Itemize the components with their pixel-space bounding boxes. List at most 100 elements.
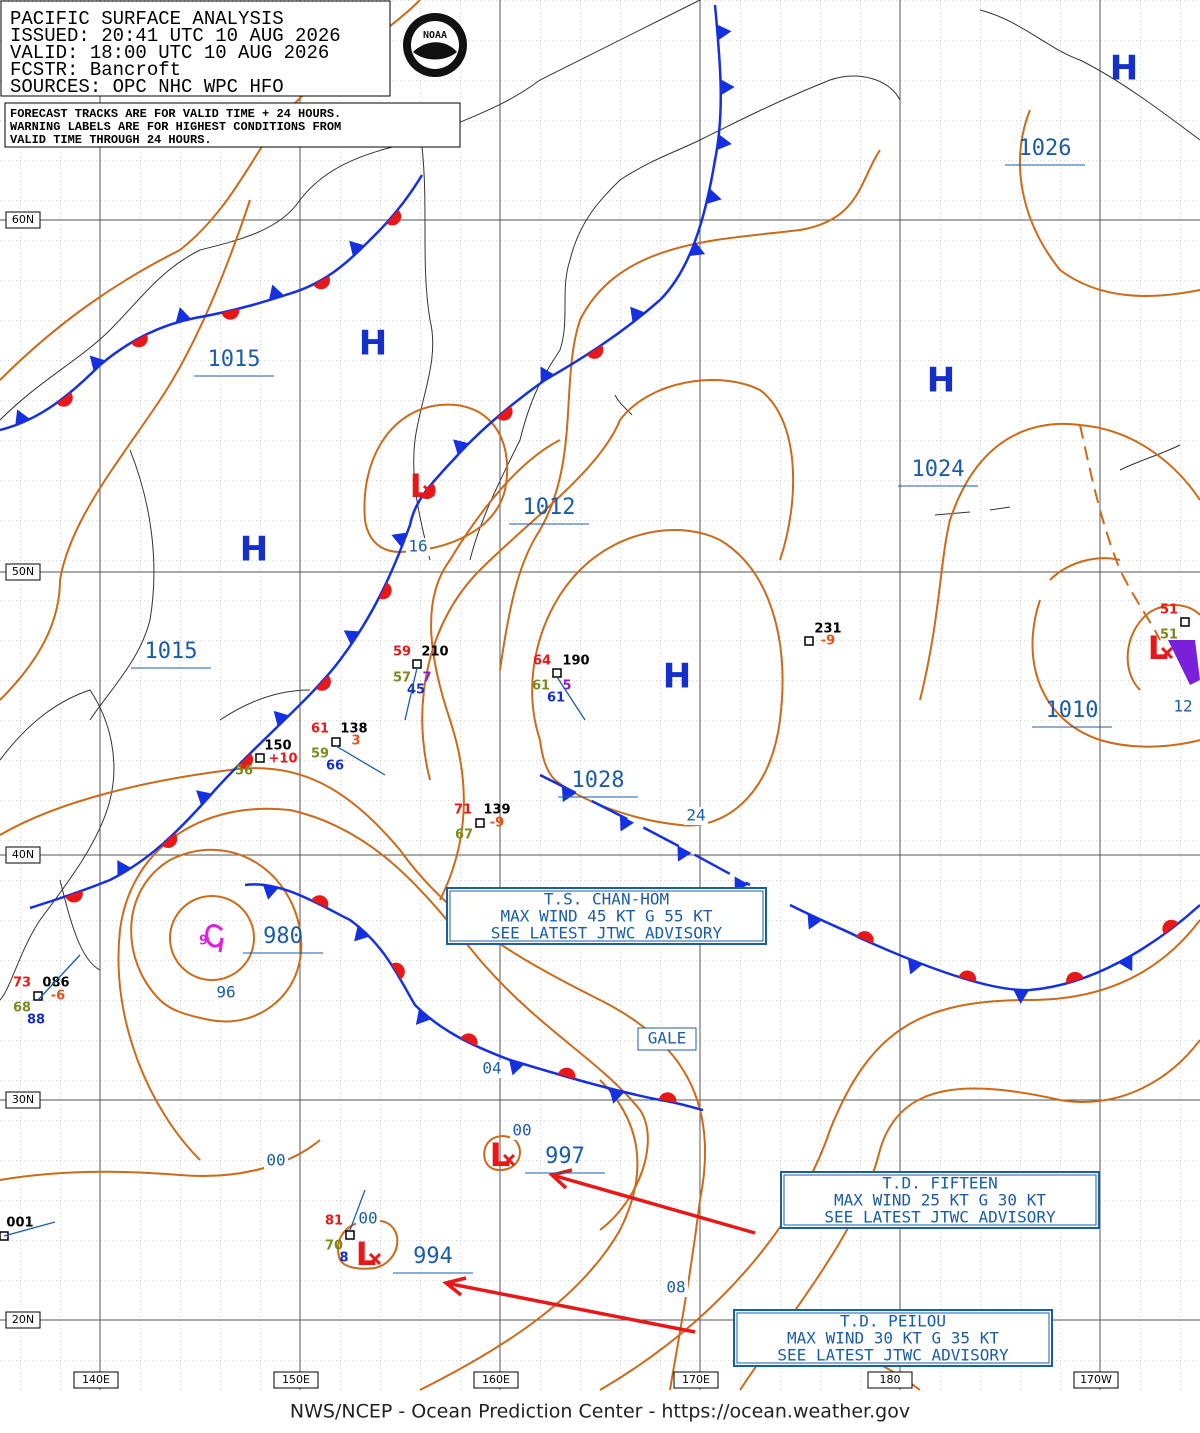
footer: NWS/NCEP - Ocean Prediction Center - htt… — [290, 1401, 910, 1423]
station-label: 59 — [311, 747, 329, 762]
low-x — [368, 1252, 382, 1266]
longitude-box — [473, 1371, 519, 1389]
longitude-box — [1073, 1371, 1119, 1389]
station-label: 59 — [393, 645, 411, 660]
wind-barb — [349, 1189, 366, 1231]
warm-symbol — [315, 675, 331, 691]
station-marker — [345, 1230, 355, 1240]
latitude-label: 20N — [12, 1313, 34, 1326]
warm-symbol — [391, 962, 405, 980]
latitude-box — [5, 1311, 41, 1329]
station-marker — [804, 636, 814, 646]
station-label: 64 — [533, 654, 551, 669]
station-label: -9 — [821, 634, 835, 649]
station-label: 56 — [235, 764, 253, 779]
station-label: 61 — [532, 679, 550, 694]
warm-symbol — [586, 344, 604, 359]
latitude-box — [5, 1091, 41, 1109]
station-label: 7 — [422, 671, 431, 686]
longitude-label: 170W — [1080, 1373, 1112, 1386]
cold-symbol — [268, 284, 285, 301]
cold-symbol — [273, 710, 290, 727]
major-grid — [0, 0, 1200, 1390]
fronts — [0, 4, 1200, 1112]
advisory-line: MAX WIND 45 KT G 55 KT — [501, 907, 713, 926]
advisory-line: T.D. PEILOU — [840, 1312, 946, 1331]
wind-barb — [404, 667, 418, 721]
high-center: H — [1110, 49, 1138, 89]
isobar-label: 00 — [512, 1121, 531, 1140]
cold-symbol — [807, 913, 823, 930]
logo-text: NOAA — [423, 30, 447, 41]
station-label: 086 — [42, 976, 69, 991]
cold-symbol — [89, 355, 106, 372]
station-label: 9. — [199, 934, 213, 949]
header-box: PACIFIC SURFACE ANALYSIS ISSUED: 20:41 U… — [0, 0, 467, 98]
cold-symbol — [508, 1059, 525, 1076]
cold-symbol — [175, 307, 192, 323]
longitude-label: 180 — [880, 1373, 901, 1386]
station-label: 51 — [1160, 603, 1178, 618]
pressure-label: 1015 — [145, 639, 198, 664]
station-label: 3 — [351, 734, 360, 749]
header-line: SOURCES: OPC NHC WPC HFO — [10, 76, 284, 98]
cold-symbol — [343, 630, 360, 645]
cold-symbol — [349, 240, 365, 257]
note-box: FORECAST TRACKS ARE FOR VALID TIME + 24 … — [4, 102, 461, 148]
cold-symbol — [677, 845, 692, 862]
isobar-label: 12 — [1173, 697, 1192, 716]
warm-symbol — [378, 582, 392, 600]
isobar-label-bg — [1171, 698, 1195, 716]
cold-symbol — [630, 306, 646, 323]
warm-symbol — [56, 392, 73, 407]
latitude-label: 30N — [12, 1093, 34, 1106]
warm-symbol — [1162, 919, 1179, 935]
isobar-label-bg — [406, 538, 430, 556]
station-marker — [475, 818, 485, 828]
advisory-box — [446, 887, 767, 945]
warm-symbol — [557, 1067, 576, 1080]
cold-symbol — [716, 134, 732, 151]
warm-symbol — [237, 753, 254, 769]
station-label: 45 — [407, 683, 425, 698]
station-label: 57 — [393, 671, 411, 686]
station-marker — [412, 659, 422, 669]
high-center: H — [359, 324, 387, 364]
warm-symbol — [460, 1033, 478, 1047]
warm-symbol — [856, 931, 874, 944]
header-line: FCSTR: Bancroft — [10, 59, 181, 81]
station-label: 73 — [13, 976, 31, 991]
station-label: +10 — [269, 752, 298, 767]
cold-symbol — [1118, 954, 1133, 972]
isobar-label: 00 — [358, 1209, 377, 1228]
station-label: -9 — [490, 816, 504, 831]
note-line: VALID TIME THROUGH 24 HOURS. — [10, 133, 212, 147]
isobar-label-bg — [264, 1152, 288, 1170]
advisory-line: SEE LATEST JTWC ADVISORY — [491, 924, 723, 943]
warm-symbol — [958, 970, 977, 983]
longitude-box — [867, 1371, 913, 1389]
warm-symbol — [1066, 971, 1084, 984]
station-label: 150 — [264, 739, 291, 754]
isobars — [0, 0, 1200, 1391]
station-label: 138 — [340, 722, 367, 737]
cold-symbol — [354, 925, 370, 942]
warm-symbol — [313, 275, 331, 290]
station-label: 61 — [311, 722, 329, 737]
station-marker — [33, 991, 43, 1001]
cold-symbol — [716, 24, 732, 41]
station-marker — [331, 737, 341, 747]
longitude-box — [673, 1371, 719, 1389]
cold-symbol — [608, 1088, 625, 1104]
arrows — [442, 1168, 756, 1334]
low-x — [502, 1153, 516, 1167]
advisory-line: MAX WIND 30 KT G 35 KT — [787, 1329, 999, 1348]
station-label: -6 — [51, 989, 65, 1004]
purple-front — [1168, 640, 1200, 685]
pressure-label: 980 — [263, 924, 303, 949]
station-label: 81 — [325, 1214, 343, 1229]
note-line: FORECAST TRACKS ARE FOR VALID TIME + 24 … — [10, 107, 341, 121]
isobar-label: 00 — [266, 1151, 285, 1170]
latitude-label: 60N — [12, 213, 34, 226]
warm-symbol — [496, 405, 513, 421]
